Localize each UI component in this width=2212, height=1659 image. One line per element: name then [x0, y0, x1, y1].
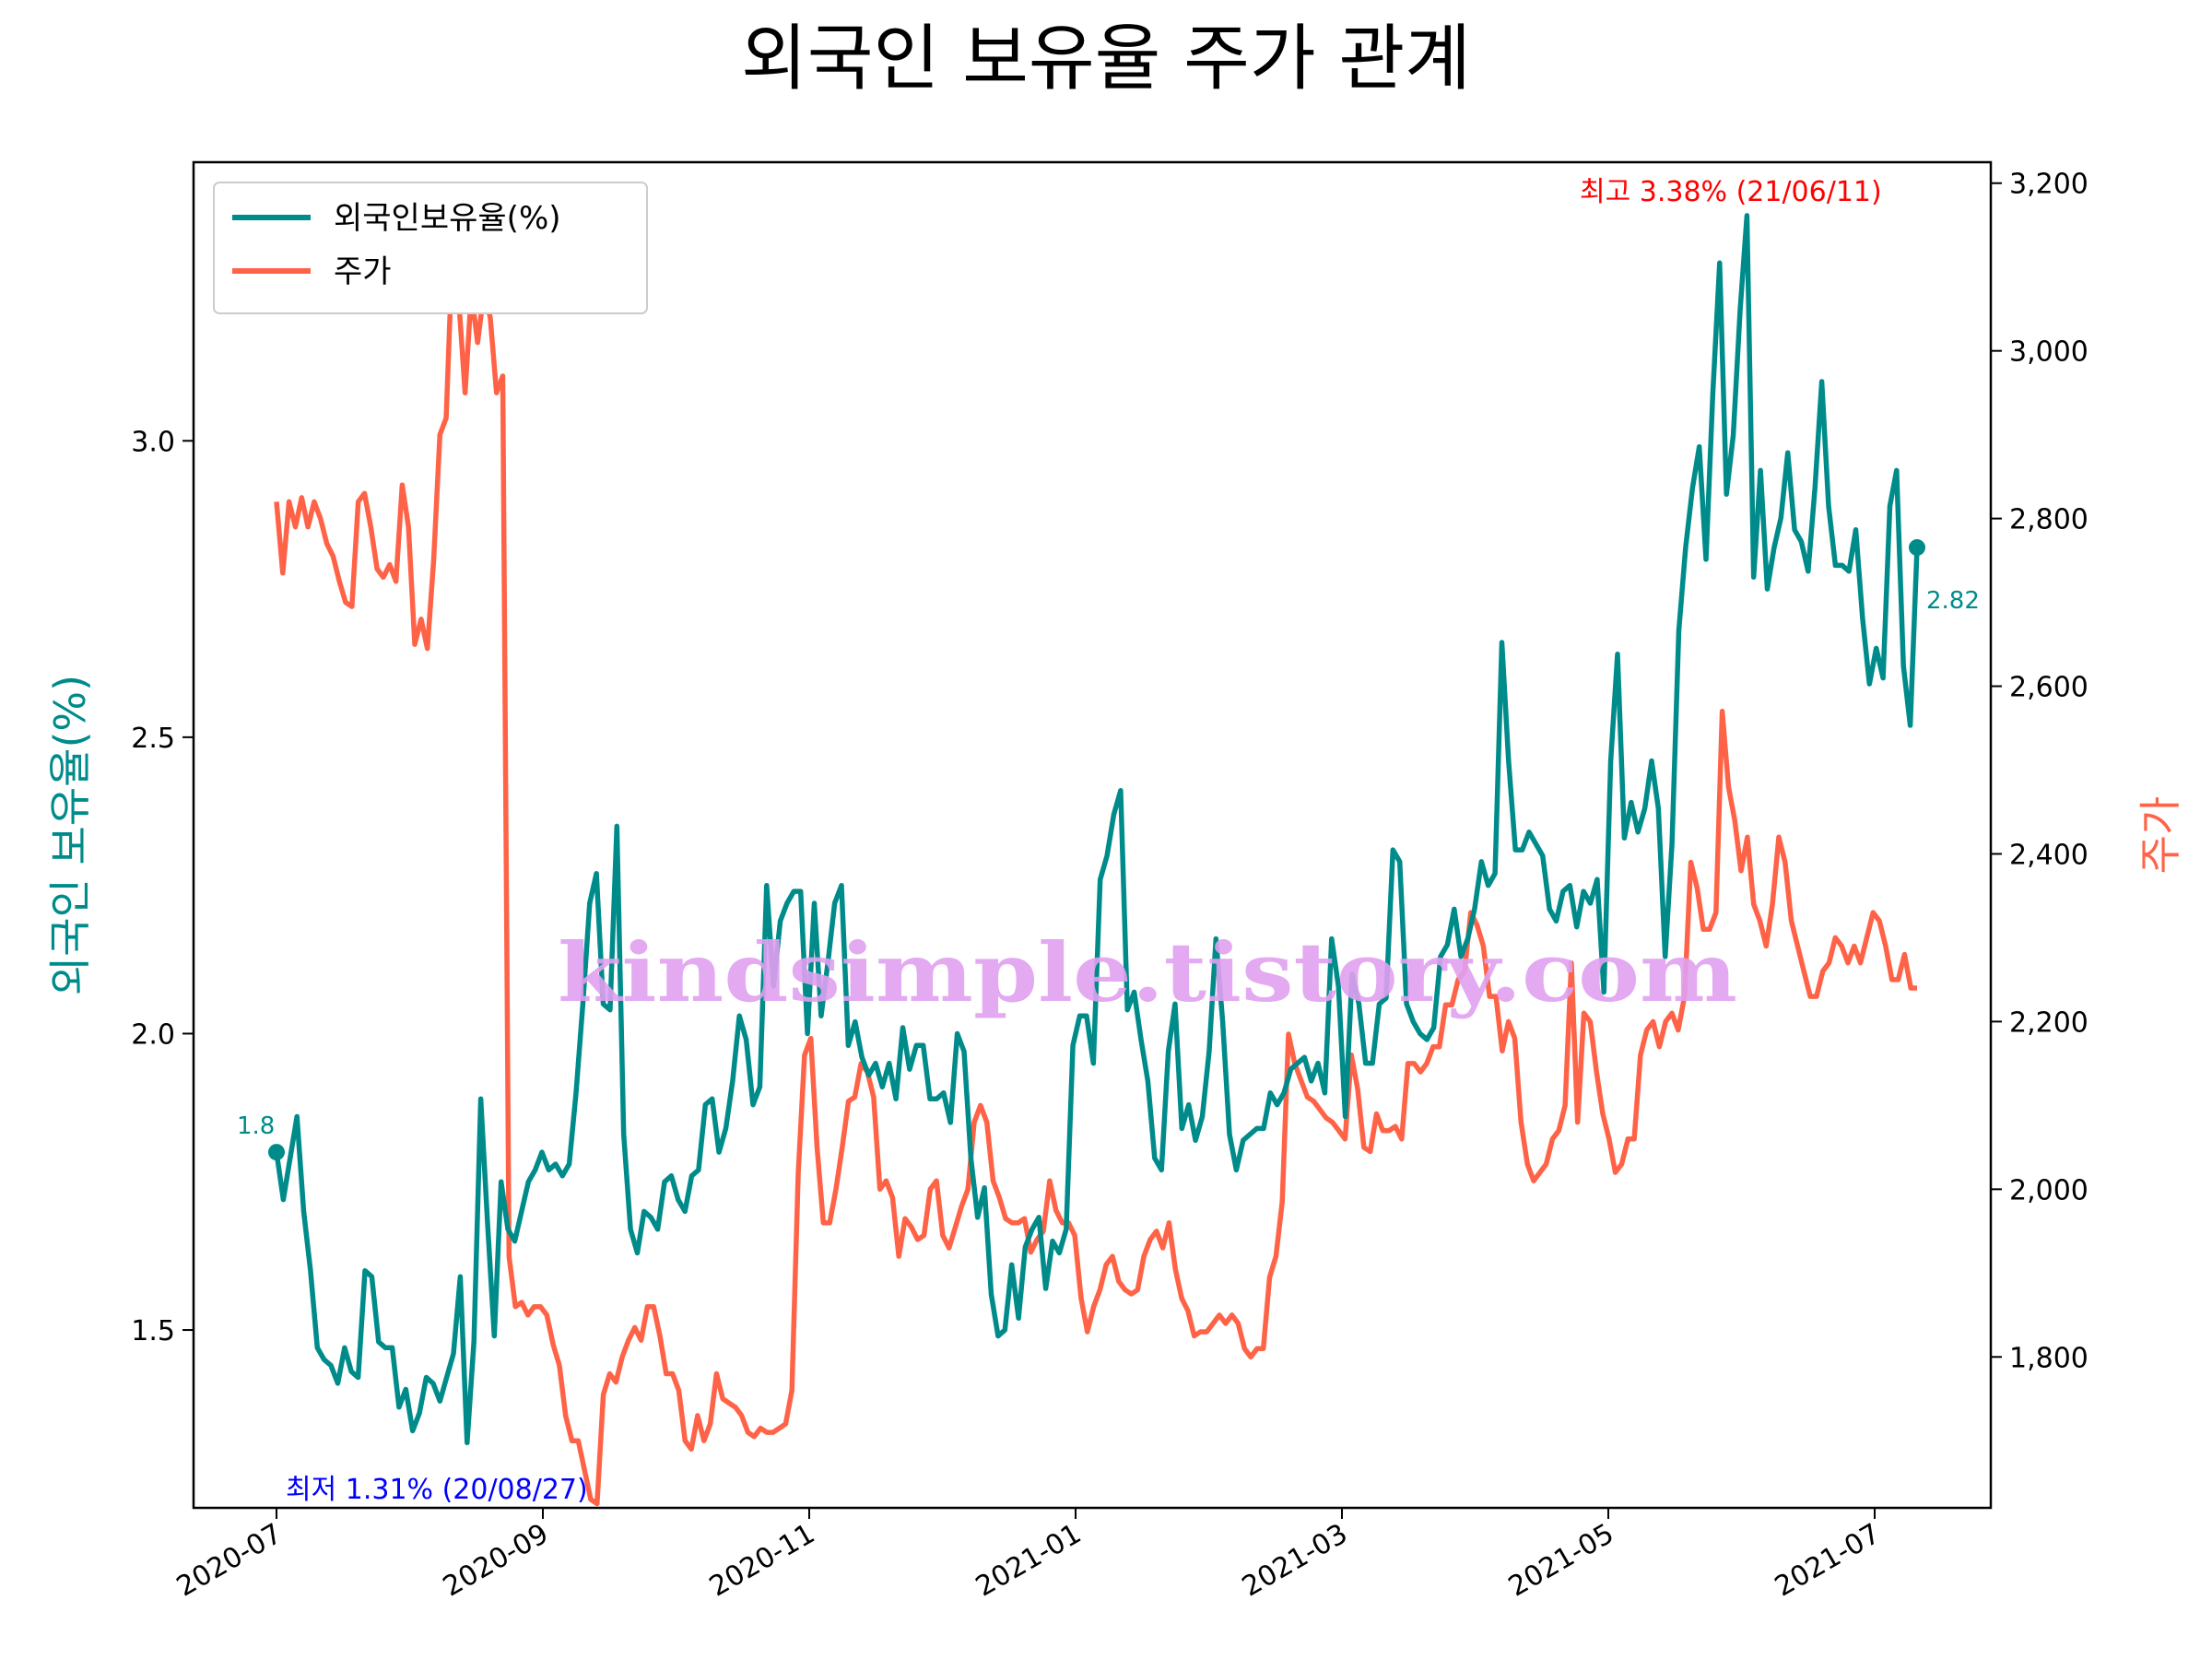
y-axis-left-label: 외국인 보유율(%) — [45, 675, 95, 995]
y-left-tick-label: 1.5 — [131, 1315, 175, 1347]
legend-label-price: 주가 — [334, 253, 392, 290]
y-right-tick-label: 2,800 — [2009, 504, 2088, 536]
chart-title: 외국인 보유율 주가 관계 — [741, 18, 1471, 100]
series-line-foreign — [274, 213, 1920, 1446]
y-right-tick-label: 2,000 — [2009, 1174, 2088, 1206]
y-right-tick-label: 2,200 — [2009, 1006, 2088, 1039]
y-axis-right-label: 주가 — [2136, 796, 2185, 875]
watermark: kindsimple.tistory.com — [558, 924, 1737, 1020]
y-right-tick-label: 3,000 — [2009, 336, 2088, 369]
marker-start — [268, 1144, 285, 1161]
legend: 외국인보유율(%) 주가 — [213, 182, 648, 314]
label-max: 최고 3.38% (21/06/11) — [1580, 176, 1882, 208]
label-end: 2.82 — [1926, 587, 1980, 615]
y-left-tick-label: 2.0 — [131, 1018, 175, 1051]
label-start: 1.8 — [237, 1112, 275, 1140]
series-line-price — [274, 243, 1917, 1507]
label-min: 최저 1.31% (20/08/27) — [286, 1474, 588, 1506]
markers — [268, 539, 1925, 1161]
y-right-tick-label: 2,600 — [2009, 672, 2088, 704]
plot-area — [192, 160, 1993, 1510]
y-left-tick-label: 2.5 — [131, 723, 175, 755]
legend-box — [213, 182, 648, 314]
y-right-tick-label: 3,200 — [2009, 169, 2088, 201]
marker-end — [1909, 539, 1925, 557]
y-right-tick-label: 2,400 — [2009, 839, 2088, 871]
y-right-tick-label: 1,800 — [2009, 1342, 2088, 1374]
y-axis-right: 1,800 2,000 2,200 2,400 2,600 2,800 3,000 3,200 — [1991, 169, 2088, 1374]
legend-label-foreign: 외국인보유율(%) — [334, 200, 561, 237]
y-left-tick-label: 3.0 — [131, 426, 175, 458]
y-axis-left: 1.5 2.0 2.5 3.0 — [131, 426, 194, 1347]
